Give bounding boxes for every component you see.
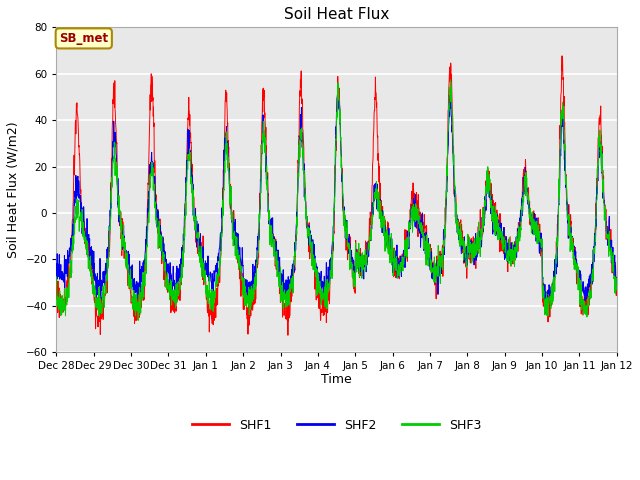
Line: SHF1: SHF1 — [56, 56, 617, 335]
SHF1 — [284, 332, 292, 338]
Title: Soil Heat Flux: Soil Heat Flux — [284, 7, 389, 22]
Legend: SHF1, SHF2, SHF3: SHF1, SHF2, SHF3 — [187, 414, 486, 437]
SHF3 — [52, 274, 60, 280]
Line: SHF2: SHF2 — [56, 84, 617, 307]
SHF3 — [365, 247, 373, 252]
SHF2 — [579, 290, 587, 296]
SHF1 — [613, 284, 621, 289]
SHF2 — [209, 276, 216, 282]
SHF3 — [353, 250, 361, 255]
Y-axis label: Soil Heat Flux (W/m2): Soil Heat Flux (W/m2) — [7, 121, 20, 258]
SHF1 — [558, 53, 566, 59]
SHF2 — [613, 278, 621, 284]
X-axis label: Time: Time — [321, 372, 352, 385]
SHF1 — [564, 214, 572, 219]
SHF3 — [564, 214, 572, 220]
SHF3 — [500, 234, 508, 240]
SHF3 — [447, 77, 454, 83]
SHF2 — [353, 250, 361, 255]
SHF2 — [542, 304, 550, 310]
Line: SHF3: SHF3 — [56, 80, 617, 320]
SHF1 — [209, 319, 216, 324]
SHF1 — [579, 299, 587, 304]
SHF1 — [500, 251, 508, 256]
SHF1 — [52, 270, 60, 276]
SHF2 — [365, 242, 373, 248]
Text: SB_met: SB_met — [60, 32, 108, 45]
SHF1 — [353, 247, 361, 252]
SHF1 — [365, 227, 373, 233]
SHF3 — [209, 293, 217, 299]
SHF2 — [52, 263, 60, 268]
SHF2 — [335, 81, 342, 87]
SHF3 — [613, 288, 621, 293]
SHF2 — [500, 237, 508, 243]
SHF2 — [564, 202, 572, 208]
SHF3 — [134, 317, 142, 323]
SHF3 — [579, 304, 587, 310]
